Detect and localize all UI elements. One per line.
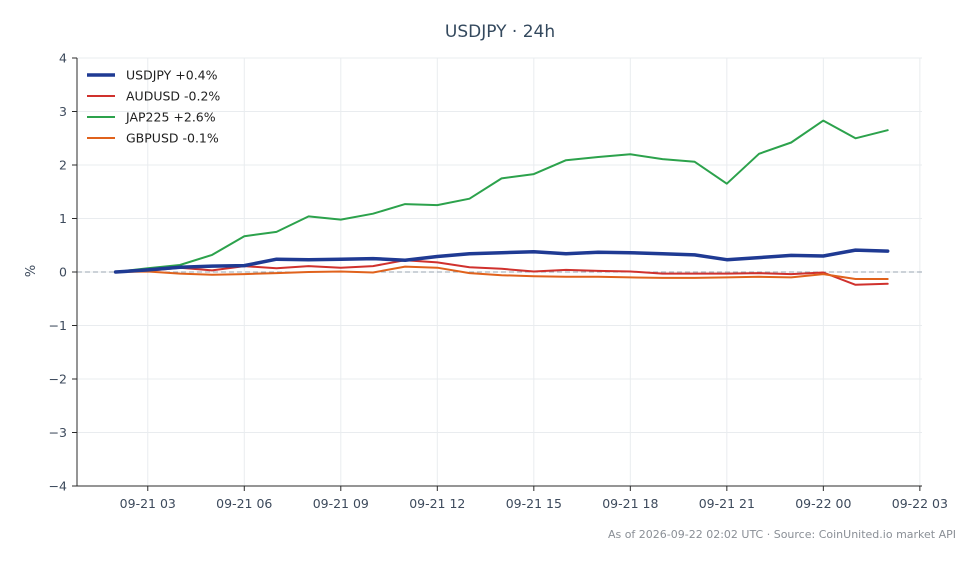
x-tick-label: 09-21 12 [409, 496, 465, 511]
axes: 4 3 2 1 0 −1 −2 −3 −4 09-21 03 09-21 06 09-21 09 09-… [49, 51, 948, 512]
x-tick-label: 09-21 15 [506, 496, 562, 511]
series-lines [113, 119, 890, 286]
x-tick-label: 09-21 03 [120, 496, 176, 511]
y-tick-label: 0 [59, 265, 67, 280]
series-line-gbpusd [114, 265, 889, 280]
y-tick-label: 2 [59, 158, 67, 173]
legend-label-audusd: AUDUSD -0.2% [126, 89, 220, 104]
y-axis-label: % [24, 265, 39, 277]
source-footnote: As of 2026-09-22 02:02 UTC · Source: Coi… [608, 528, 956, 541]
y-tick-label: −4 [49, 479, 67, 494]
x-tick-label: 09-21 18 [602, 496, 658, 511]
legend-label-gbpusd: GBPUSD -0.1% [126, 131, 219, 146]
y-tick-label: 4 [59, 51, 67, 66]
x-tick-label: 09-21 09 [313, 496, 369, 511]
series-line-jap225 [114, 119, 889, 273]
y-tick-label: −1 [49, 318, 67, 333]
y-tick-label: −3 [49, 425, 67, 440]
x-tick-label: 09-22 03 [892, 496, 948, 511]
y-tick-label: 1 [59, 211, 67, 226]
series-line-usdjpy [113, 248, 890, 274]
legend-label-usdjpy: USDJPY +0.4% [126, 68, 218, 83]
x-tick-label: 09-22 00 [795, 496, 851, 511]
x-tick-label: 09-21 06 [216, 496, 272, 511]
chart-title: USDJPY · 24h [445, 22, 555, 42]
legend-label-jap225: JAP225 +2.6% [125, 110, 216, 125]
y-tick-label: 3 [59, 104, 67, 119]
legend: USDJPY +0.4% AUDUSD -0.2% JAP225 +2.6% GBPU… [87, 68, 220, 146]
x-tick-label: 09-21 21 [699, 496, 755, 511]
y-tick-label: −2 [49, 372, 67, 387]
